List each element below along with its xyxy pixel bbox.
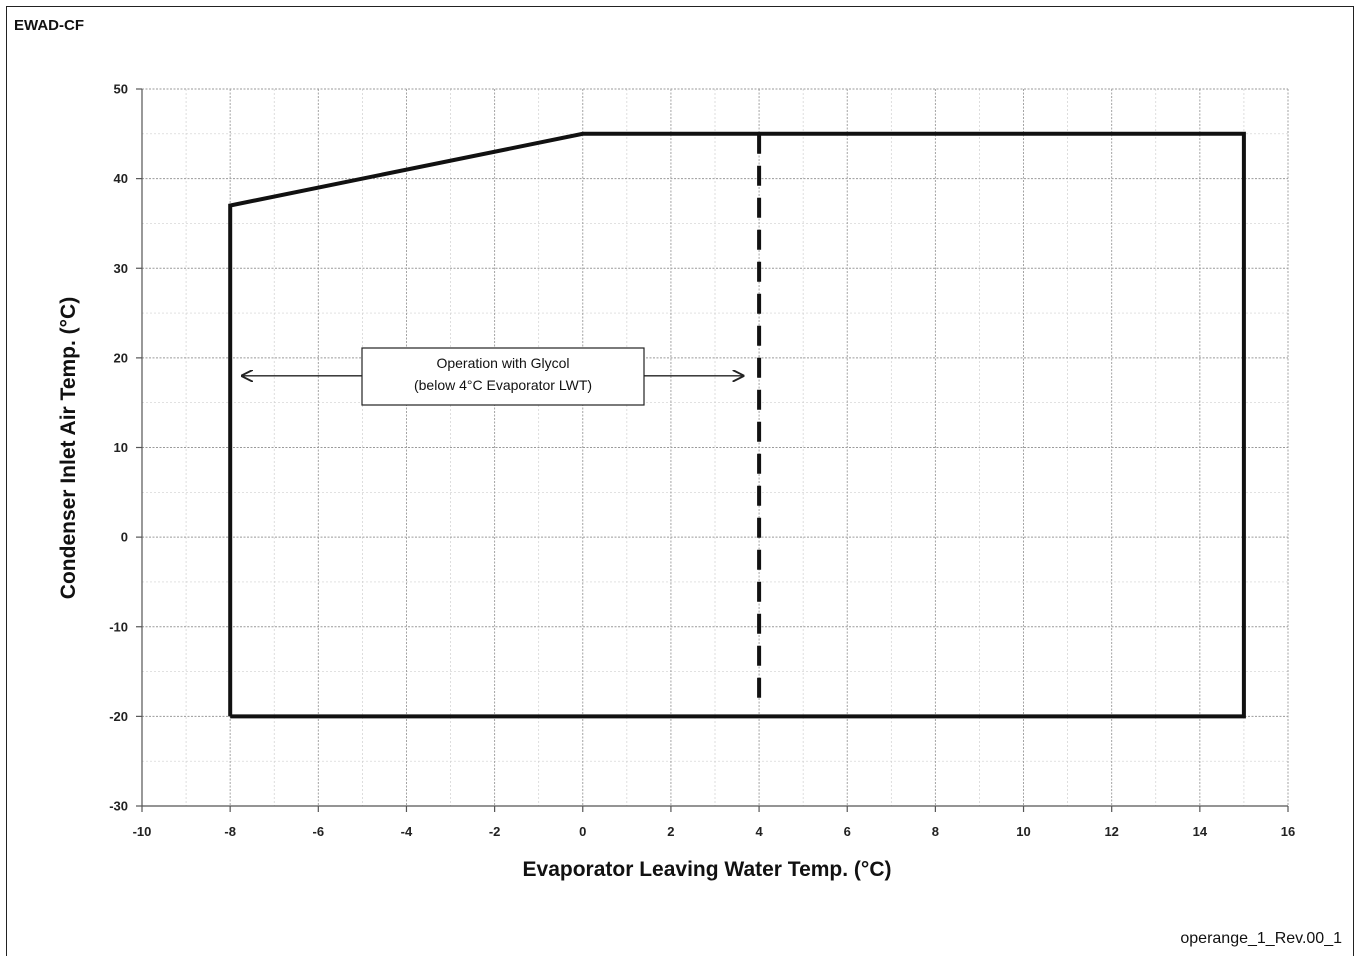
x-tick-label: 4 xyxy=(755,824,763,839)
y-tick-label: 10 xyxy=(114,440,128,455)
y-tick-label: 20 xyxy=(114,350,128,365)
x-tick-label: 2 xyxy=(667,824,674,839)
y-axis-title: Condenser Inlet Air Temp. (°C) xyxy=(57,297,80,599)
figure-heading: EWAD-CF xyxy=(14,17,84,34)
x-tick-label: 8 xyxy=(932,824,939,839)
y-tick-label: 0 xyxy=(121,530,128,545)
x-tick-label: -4 xyxy=(401,824,413,839)
x-tick-label: 0 xyxy=(579,824,586,839)
x-tick-label: -10 xyxy=(133,824,152,839)
annotation-line-1: Operation with Glycol xyxy=(436,355,569,371)
y-tick-label: 30 xyxy=(114,261,128,276)
operating-envelope xyxy=(228,131,1246,719)
figure-reference: operange_1_Rev.00_1 xyxy=(1180,930,1342,947)
x-tick-label: 12 xyxy=(1104,824,1118,839)
x-tick-label: 14 xyxy=(1193,824,1208,839)
x-tick-label: -6 xyxy=(313,824,325,839)
x-tick-label: 16 xyxy=(1281,824,1295,839)
y-tick-label: -10 xyxy=(109,619,128,634)
x-tick-label: -8 xyxy=(224,824,236,839)
y-tick-label: 40 xyxy=(114,171,128,186)
x-tick-label: 10 xyxy=(1016,824,1030,839)
y-tick-label: -20 xyxy=(109,709,128,724)
y-tick-label: -30 xyxy=(109,799,128,814)
annotation-box xyxy=(361,347,645,406)
x-tick-label: -2 xyxy=(489,824,501,839)
x-axis-title: Evaporator Leaving Water Temp. (°C) xyxy=(523,858,892,881)
x-tick-label: 6 xyxy=(844,824,851,839)
y-tick-label: 50 xyxy=(114,82,128,97)
annotation-line-2: (below 4°C Evaporator LWT) xyxy=(414,377,592,393)
figure-frame xyxy=(6,6,1354,956)
